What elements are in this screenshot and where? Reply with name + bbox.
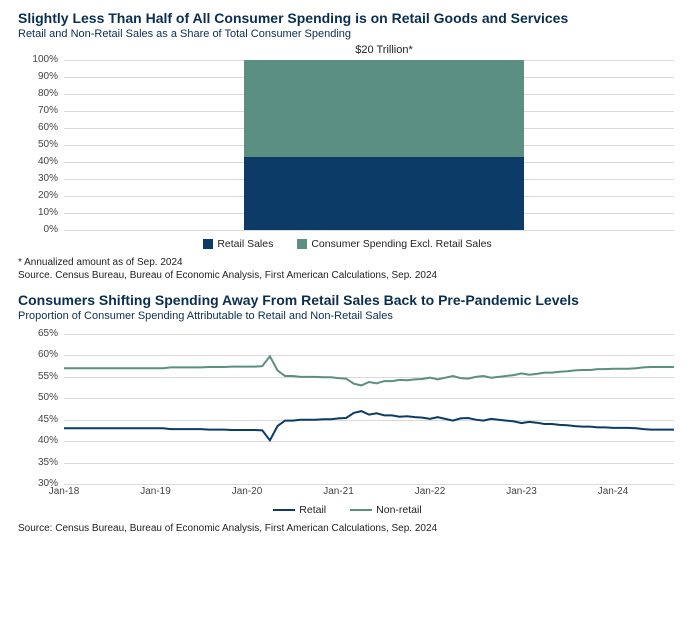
chart2-legend: Retail Non-retail xyxy=(18,504,677,516)
legend-item-nonretail: Non-retail xyxy=(350,504,422,516)
legend-item-nonretail: Consumer Spending Excl. Retail Sales xyxy=(297,238,491,250)
bar-segment-retail xyxy=(244,157,524,230)
chart2-plot: 30%35%40%45%50%55%60%65%Jan-18Jan-19Jan-… xyxy=(18,328,674,500)
chart1-title: Slightly Less Than Half of All Consumer … xyxy=(18,10,677,26)
chart1-block: Slightly Less Than Half of All Consumer … xyxy=(18,10,677,282)
chart1-annotation: $20 Trillion* xyxy=(355,44,412,56)
legend-item-retail: Retail xyxy=(273,504,326,516)
line-retail xyxy=(64,411,674,440)
chart1-subtitle: Retail and Non-Retail Sales as a Share o… xyxy=(18,28,677,40)
chart1-footnote: * Annualized amount as of Sep. 2024 xyxy=(18,256,677,269)
chart1-source: Source. Census Bureau, Bureau of Economi… xyxy=(18,269,677,282)
chart2-subtitle: Proportion of Consumer Spending Attribut… xyxy=(18,310,677,322)
chart1-legend: Retail Sales Consumer Spending Excl. Ret… xyxy=(18,238,677,250)
legend-item-retail: Retail Sales xyxy=(203,238,273,250)
bar-segment-nonretail xyxy=(244,60,524,157)
chart2-block: Consumers Shifting Spending Away From Re… xyxy=(18,292,677,535)
line-nonretail xyxy=(64,356,674,385)
chart2-source: Source: Census Bureau, Bureau of Economi… xyxy=(18,522,677,535)
chart1-plot: $20 Trillion*0%10%20%30%40%50%60%70%80%9… xyxy=(18,46,674,234)
page: Slightly Less Than Half of All Consumer … xyxy=(0,0,695,617)
chart2-title: Consumers Shifting Spending Away From Re… xyxy=(18,292,677,308)
